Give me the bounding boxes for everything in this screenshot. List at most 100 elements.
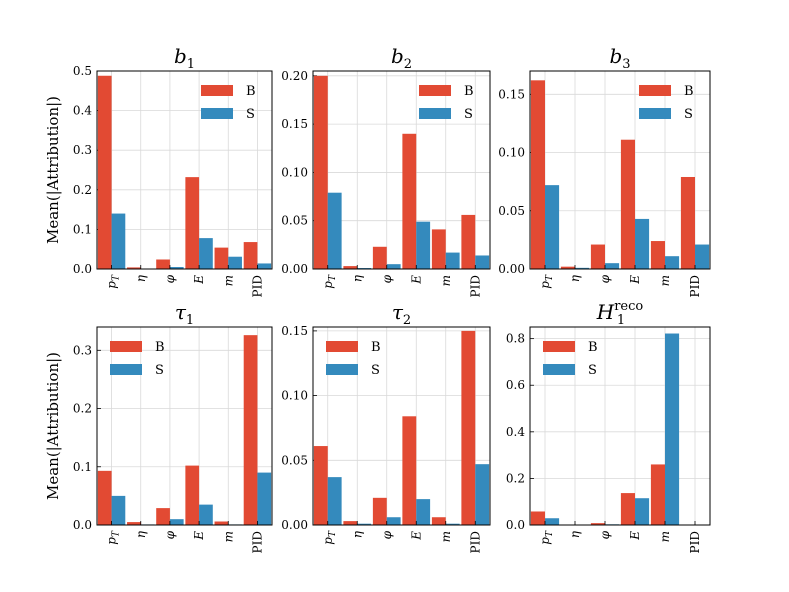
x-tick-label: PID xyxy=(468,275,482,297)
bar-S-2 xyxy=(386,264,401,269)
y-tick-label: 0.0 xyxy=(506,518,525,532)
axes-frame xyxy=(312,70,491,270)
bar-S-2 xyxy=(386,517,401,525)
bar-B-3 xyxy=(185,465,200,525)
legend-label-S: S xyxy=(155,363,164,378)
bar-B-0 xyxy=(530,511,545,525)
bar-B-0 xyxy=(97,470,112,525)
x-tick-label: pT xyxy=(538,530,555,545)
x-tick-label: pT xyxy=(105,274,122,289)
bar-B-3 xyxy=(620,493,635,525)
bar-B-1 xyxy=(560,266,575,269)
x-tick-label: E xyxy=(628,275,642,285)
y-tick-label: 0.15 xyxy=(498,87,525,101)
x-tick-label: PID xyxy=(250,531,264,553)
legend-swatch-B xyxy=(639,85,671,96)
axes-frame xyxy=(312,326,491,526)
bar-S-4 xyxy=(665,256,680,269)
y-tick-label: 0.8 xyxy=(506,332,525,346)
y-tick-label: 0.1 xyxy=(73,460,92,474)
legend-swatch-S xyxy=(201,108,233,119)
bar-B-2 xyxy=(590,523,605,525)
bar-S-0 xyxy=(545,518,560,525)
x-tick-label: pT xyxy=(321,274,338,289)
y-tick-label: 0.2 xyxy=(73,183,92,197)
legend-label-B: B xyxy=(246,84,256,99)
x-tick-label: φ xyxy=(163,274,177,283)
bar-S-0 xyxy=(111,213,126,269)
bar-B-1 xyxy=(127,267,141,269)
x-tick-label: φ xyxy=(380,274,394,283)
y-tick-label: 0.05 xyxy=(498,204,525,218)
y-tick-label: 0.6 xyxy=(506,378,525,392)
y-tick-label: 0.1 xyxy=(73,222,92,236)
bar-B-1 xyxy=(343,521,358,525)
x-tick-label: m xyxy=(439,275,453,286)
bar-S-2 xyxy=(169,519,184,525)
legend-label-S: S xyxy=(464,107,473,122)
y-tick-label: 0.3 xyxy=(73,343,92,357)
subplot-title: b3 xyxy=(609,44,630,72)
y-tick-label: 0.05 xyxy=(281,214,308,228)
legend-label-S: S xyxy=(588,363,597,378)
bar-B-5 xyxy=(243,242,258,269)
y-tick-label: 0.00 xyxy=(281,518,308,532)
y-tick-label: 0.00 xyxy=(498,262,525,276)
x-tick-label: m xyxy=(439,531,453,542)
bar-S-3 xyxy=(416,221,431,269)
bar-B-2 xyxy=(156,259,170,269)
legend-swatch-B xyxy=(110,341,142,352)
y-tick-label: 0.10 xyxy=(281,165,308,179)
x-tick-label: φ xyxy=(598,530,612,539)
bar-S-4 xyxy=(445,252,460,269)
bar-B-0 xyxy=(313,75,328,269)
y-tick-label: 0.00 xyxy=(281,262,308,276)
x-tick-label: φ xyxy=(163,530,177,539)
x-tick-label: η xyxy=(350,274,364,282)
bar-S-5 xyxy=(475,464,490,525)
bar-B-2 xyxy=(372,246,387,269)
legend-label-B: B xyxy=(464,84,474,99)
legend-swatch-B xyxy=(326,341,358,352)
x-tick-label: pT xyxy=(538,274,555,289)
x-tick-label: m xyxy=(221,531,235,542)
bar-S-0 xyxy=(327,192,342,269)
bar-B-4 xyxy=(431,229,446,269)
x-tick-label: η xyxy=(568,274,582,282)
bar-S-3 xyxy=(635,498,650,525)
y-tick-label: 0.3 xyxy=(73,143,92,157)
bar-B-5 xyxy=(461,214,476,269)
bar-S-4 xyxy=(228,256,242,269)
bar-S-4 xyxy=(665,333,680,525)
x-tick-label: E xyxy=(628,531,642,541)
x-tick-label: E xyxy=(192,531,206,541)
bar-B-4 xyxy=(214,247,229,269)
y-axis-label: Mean(|Attribution|) xyxy=(44,96,62,244)
x-tick-label: η xyxy=(134,530,148,538)
legend-label-S: S xyxy=(371,363,380,378)
bar-S-5 xyxy=(695,244,710,269)
bar-B-0 xyxy=(530,80,545,269)
x-tick-label: m xyxy=(658,531,672,542)
y-tick-label: 0.10 xyxy=(498,146,525,160)
x-tick-label: φ xyxy=(598,274,612,283)
x-tick-label: E xyxy=(409,275,423,285)
legend-label-S: S xyxy=(246,107,255,122)
legend-swatch-B xyxy=(419,85,451,96)
legend-label-B: B xyxy=(371,340,381,355)
x-tick-label: PID xyxy=(468,531,482,553)
x-tick-label: m xyxy=(221,275,235,286)
legend-label-B: B xyxy=(684,84,694,99)
bar-B-1 xyxy=(127,522,141,525)
bar-B-3 xyxy=(402,416,417,525)
bar-B-5 xyxy=(243,335,258,525)
bar-S-1 xyxy=(575,267,590,269)
y-tick-label: 0.2 xyxy=(506,471,525,485)
bar-B-2 xyxy=(590,244,605,269)
subplot-title: b2 xyxy=(391,44,412,72)
y-tick-label: 0.15 xyxy=(281,117,308,131)
